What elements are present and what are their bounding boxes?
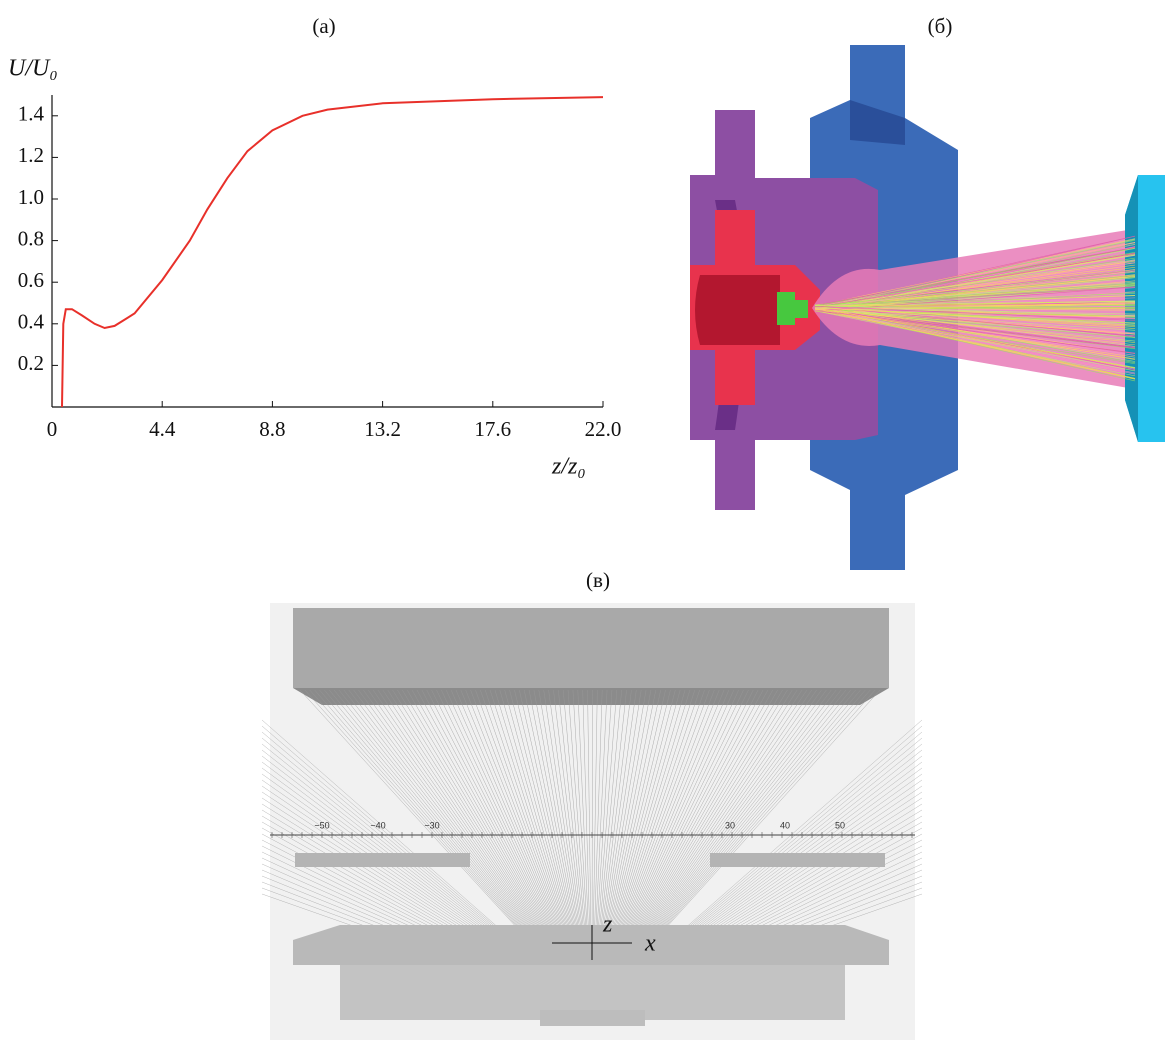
panel-label: (б) — [928, 14, 953, 38]
x-tick-label: 4.4 — [149, 417, 176, 441]
y-tick-label: 1.2 — [18, 143, 44, 167]
y-axis-label: U/U₀ — [8, 56, 58, 82]
y-tick-label: 1.4 — [18, 102, 45, 126]
base-center — [540, 1010, 645, 1026]
y-tick-label: 0.8 — [18, 226, 44, 250]
x-tick-label: 17.6 — [474, 417, 511, 441]
plate-right — [710, 853, 885, 867]
x-tick-label: 0 — [47, 417, 58, 441]
y-tick-label: 0.6 — [18, 268, 44, 292]
x-axis-label: z/z₀ — [551, 454, 586, 480]
panel-label: (а) — [312, 14, 335, 38]
top-electrode — [293, 608, 889, 688]
plate-left — [295, 853, 470, 867]
ruler-label: 40 — [780, 820, 790, 830]
x-tick-label: 22.0 — [585, 417, 622, 441]
ruler-label: −40 — [370, 820, 385, 830]
figure: (а) (б) (в) U/U₀ z/z₀ −50−40−30304050zx … — [0, 0, 1165, 1043]
ruler-label: 50 — [835, 820, 845, 830]
red-cavity — [695, 275, 780, 345]
x-tick-label: 8.8 — [259, 417, 285, 441]
y-tick-label: 0.2 — [18, 351, 44, 375]
panel-label: (в) — [586, 568, 610, 592]
ruler-label: −30 — [424, 820, 439, 830]
ruler-label: 30 — [725, 820, 735, 830]
y-tick-label: 1.0 — [18, 185, 44, 209]
axis-label: z — [602, 912, 613, 938]
ruler-label: −50 — [314, 820, 329, 830]
x-tick-label: 13.2 — [364, 417, 401, 441]
simulation-image — [690, 45, 1165, 570]
y-tick-label: 0.4 — [18, 310, 45, 334]
data-line — [62, 97, 603, 407]
base-plate — [293, 925, 889, 965]
simulation-image: −50 −40 −30 30 40 50 z x — [262, 603, 922, 1040]
page: (а) (б) (в) U/U₀ z/z₀ −50−40−30304050zx … — [0, 0, 1165, 1048]
axis-label: x — [644, 931, 656, 957]
